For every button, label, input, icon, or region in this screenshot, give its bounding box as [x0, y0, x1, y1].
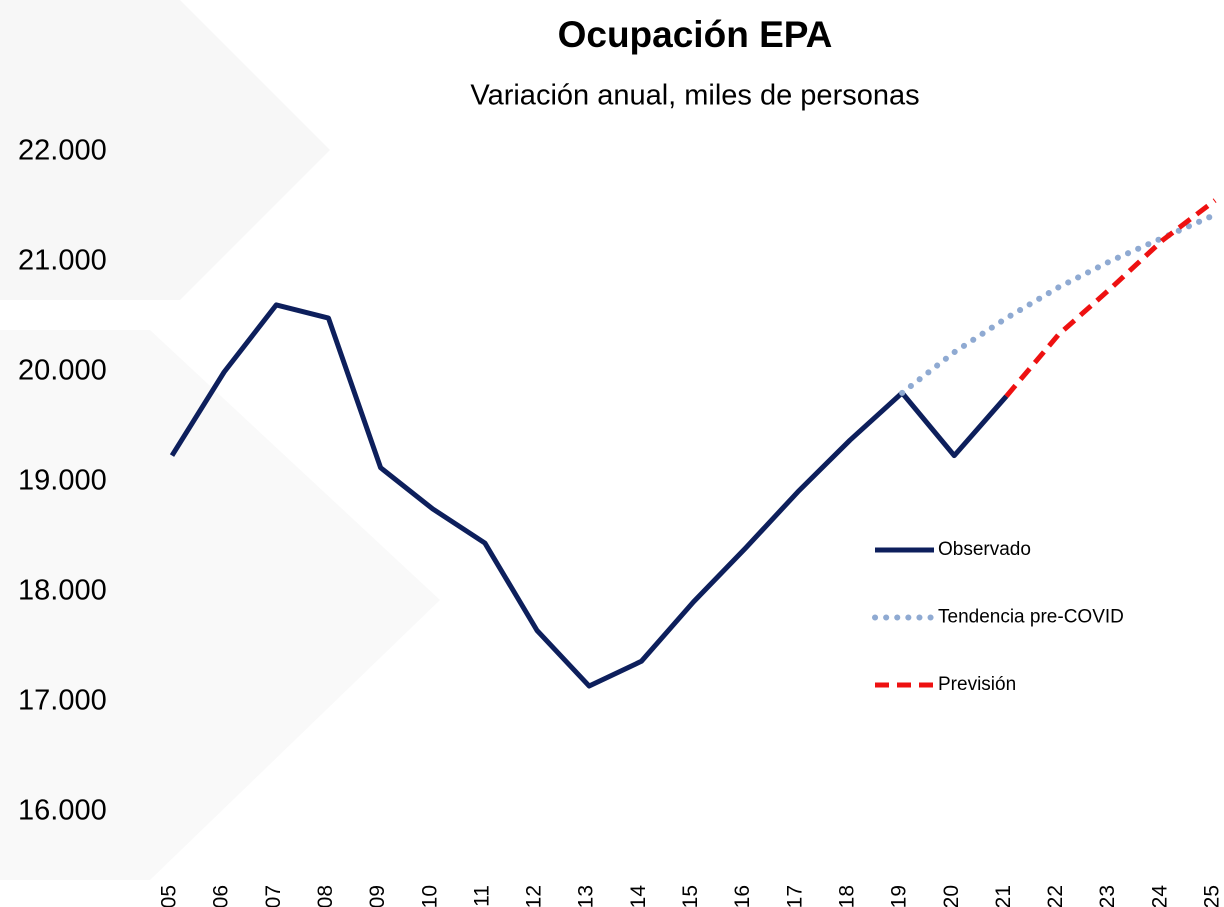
series-line: [169, 302, 1009, 689]
x-tick-label: 2013: [575, 885, 598, 907]
x-tick-label: 2019: [888, 885, 911, 907]
x-tick-label: 2014: [627, 885, 650, 907]
y-tick-label: 18.000: [18, 575, 107, 607]
y-tick-label: 21.000: [18, 245, 107, 277]
x-tick-label: 2020: [940, 885, 963, 907]
series-line: [1004, 198, 1217, 398]
y-tick-label: 22.000: [18, 135, 107, 167]
legend-label: Previsión: [938, 674, 1016, 695]
x-tick-label: 2025: [1201, 885, 1224, 907]
x-tick-label: 2006: [210, 885, 233, 907]
x-tick-label: 2005: [158, 885, 181, 907]
x-tick-label: 2022: [1044, 885, 1067, 907]
x-tick-label: 2017: [783, 885, 806, 907]
x-tick-label: 2010: [418, 885, 441, 907]
x-tick-label: 2008: [314, 885, 337, 907]
y-tick-label: 20.000: [18, 355, 107, 387]
x-tick-label: 2011: [470, 885, 493, 907]
x-tick-label: 2021: [992, 885, 1015, 907]
x-tick-label: 2009: [366, 885, 389, 907]
x-tick-label: 2018: [835, 885, 858, 907]
watermark: [0, 0, 330, 300]
chart-title: Ocupación EPA: [558, 14, 833, 55]
y-tick-label: 17.000: [18, 685, 107, 717]
watermark: [0, 330, 440, 880]
legend-label: Tendencia pre-COVID: [938, 607, 1124, 628]
y-tick-label: 19.000: [18, 465, 107, 497]
x-tick-label: 2007: [262, 885, 285, 907]
x-tick-label: 2016: [731, 885, 754, 907]
x-tick-label: 2015: [679, 885, 702, 907]
legend-label: Observado: [938, 539, 1031, 560]
x-tick-label: 2012: [523, 885, 546, 907]
x-tick-label: 2023: [1096, 885, 1119, 907]
series-line: [899, 211, 1218, 396]
y-tick-label: 16.000: [18, 795, 107, 827]
chart-subtitle: Variación anual, miles de personas: [470, 80, 919, 112]
x-tick-label: 2024: [1148, 885, 1171, 907]
